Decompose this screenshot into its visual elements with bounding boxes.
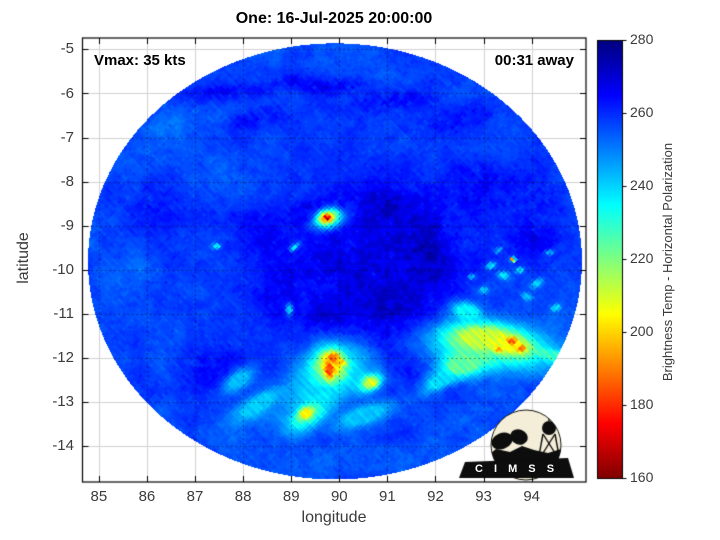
- x-tick-label: 94: [523, 488, 540, 505]
- x-axis-label: longitude: [301, 509, 367, 526]
- x-tick-label: 85: [90, 488, 108, 505]
- colorbar-tick-label: 260: [630, 104, 654, 120]
- y-tick-label: -10: [52, 260, 74, 278]
- x-tick-label: 92: [427, 488, 444, 505]
- colorbar-tick-label: 160: [630, 469, 654, 485]
- vmax-annotation: Vmax: 35 kts: [94, 52, 186, 69]
- x-tick-label: 91: [379, 488, 396, 505]
- colorbar-tick-label: 280: [630, 31, 654, 47]
- y-tick-label: -6: [60, 84, 74, 102]
- x-tick-label: 93: [475, 488, 492, 505]
- y-tick-label: -7: [60, 128, 74, 146]
- x-tick-label: 90: [330, 488, 348, 505]
- x-tick-label: 86: [138, 488, 156, 505]
- y-tick-label: -14: [52, 436, 74, 454]
- x-tick-label: 88: [234, 488, 252, 505]
- cimss-logo-text: C I M S S: [474, 463, 559, 475]
- colorbar-tick-label: 200: [630, 323, 654, 339]
- y-tick-label: -5: [60, 40, 74, 58]
- eta-annotation: 00:31 away: [494, 52, 574, 69]
- plot-title: One: 16-Jul-2025 20:00:00: [235, 10, 433, 27]
- colorbar-tick-label: 240: [630, 177, 654, 193]
- y-tick-label: -13: [52, 392, 74, 410]
- y-tick-label: -9: [60, 216, 74, 234]
- colorbar-tick-label: 180: [630, 396, 654, 412]
- x-tick-label: 89: [282, 488, 300, 505]
- y-tick-label: -12: [52, 348, 74, 366]
- colorbar-tick-label: 220: [630, 250, 654, 266]
- x-tick-label: 87: [186, 488, 204, 505]
- y-tick-label: -11: [53, 304, 74, 322]
- y-tick-label: -8: [60, 172, 74, 190]
